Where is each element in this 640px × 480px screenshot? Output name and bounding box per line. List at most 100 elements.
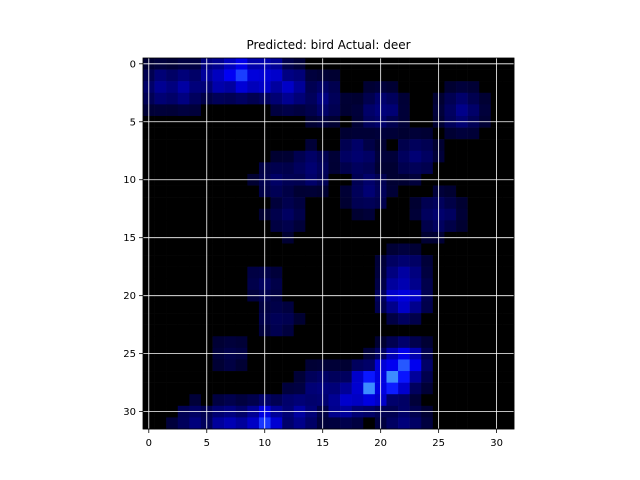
heatmap-cell — [247, 104, 260, 117]
heatmap-cell — [235, 69, 248, 82]
heatmap-cell — [235, 394, 248, 407]
heatmap-cell — [293, 255, 306, 267]
heatmap-cell — [444, 69, 457, 82]
heatmap-cell — [177, 278, 190, 291]
heatmap-cell — [293, 394, 306, 407]
heatmap-cell — [363, 382, 376, 395]
heatmap-cell — [398, 162, 410, 175]
heatmap-cell — [351, 278, 364, 291]
heatmap-cell — [189, 185, 202, 198]
heatmap-cell — [351, 359, 364, 372]
heatmap-cell — [166, 243, 179, 256]
heatmap-cell — [189, 81, 202, 94]
heatmap-cell — [363, 301, 376, 314]
heatmap-cell — [386, 382, 399, 395]
chart-title: Predicted: bird Actual: deer — [246, 38, 410, 52]
heatmap-cell — [293, 208, 306, 221]
heatmap-cell — [270, 162, 283, 175]
heatmap-cell — [502, 69, 515, 82]
heatmap-cell — [340, 336, 352, 349]
heatmap-cell — [328, 394, 341, 407]
heatmap-cell — [409, 69, 422, 82]
heatmap-cell — [351, 208, 364, 221]
heatmap-cell — [363, 104, 376, 117]
heatmap-cell — [479, 371, 492, 383]
heatmap-cell — [421, 69, 434, 82]
heatmap-cell — [177, 255, 190, 267]
heatmap-cell — [270, 371, 283, 383]
heatmap-cell — [351, 69, 364, 82]
heatmap-cell — [282, 197, 295, 210]
heatmap-cell — [247, 359, 260, 372]
heatmap-cell — [282, 185, 295, 198]
heatmap-cell — [351, 220, 364, 233]
heatmap-cell — [189, 382, 202, 395]
heatmap-cell — [189, 150, 202, 163]
heatmap-cell — [444, 104, 457, 117]
heatmap-cell — [386, 127, 399, 140]
heatmap-cell — [224, 104, 237, 117]
heatmap-cell — [398, 92, 410, 105]
heatmap-cell — [467, 359, 480, 372]
heatmap-cell — [189, 359, 202, 372]
heatmap-cell — [444, 371, 457, 383]
heatmap-cell — [166, 127, 179, 140]
heatmap-cell — [305, 417, 318, 430]
heatmap-cell — [247, 371, 260, 383]
heatmap-cell — [409, 197, 422, 210]
heatmap-cell — [467, 162, 480, 175]
heatmap-cell — [363, 313, 376, 325]
heatmap-cell — [166, 255, 179, 267]
heatmap-cell — [363, 208, 376, 221]
heatmap-cell — [224, 81, 237, 94]
heatmap-cell — [270, 150, 283, 163]
heatmap-cell — [270, 394, 283, 407]
heatmap-cell — [409, 301, 422, 314]
heatmap-cell — [479, 150, 492, 163]
heatmap-cell — [189, 104, 202, 117]
heatmap-cell — [398, 197, 410, 210]
heatmap-cell — [177, 150, 190, 163]
heatmap-cell — [270, 139, 283, 152]
heatmap-cell — [282, 359, 295, 372]
heatmap-cell — [467, 278, 480, 291]
heatmap-cell — [247, 382, 260, 395]
heatmap-cell — [224, 313, 237, 325]
heatmap-cell — [456, 382, 468, 395]
heatmap-cell — [235, 417, 248, 430]
heatmap-cell — [305, 69, 318, 82]
heatmap-cell — [189, 255, 202, 267]
heatmap-cell — [456, 266, 468, 279]
heatmap-cell — [235, 104, 248, 117]
heatmap-cell — [340, 382, 352, 395]
heatmap-cell — [177, 162, 190, 175]
heatmap-cell — [212, 220, 225, 233]
heatmap-cell — [305, 382, 318, 395]
heatmap-cell — [189, 139, 202, 152]
heatmap-cell — [177, 266, 190, 279]
heatmap-cell — [386, 208, 399, 221]
heatmap-cell — [235, 139, 248, 152]
heatmap-cell — [166, 417, 179, 430]
heatmap-cell — [363, 139, 376, 152]
heatmap-cell — [409, 324, 422, 337]
heatmap-cell — [351, 92, 364, 105]
heatmap-cell — [293, 139, 306, 152]
heatmap-cell — [247, 127, 260, 140]
heatmap-cell — [166, 69, 179, 82]
heatmap-cell — [467, 127, 480, 140]
heatmap-cell — [224, 150, 237, 163]
heatmap-cell — [386, 104, 399, 117]
heatmap-cell — [386, 69, 399, 82]
heatmap-cell — [421, 220, 434, 233]
heatmap-cell — [386, 394, 399, 407]
heatmap-cell — [305, 150, 318, 163]
heatmap-cell — [189, 127, 202, 140]
heatmap-cell — [293, 417, 306, 430]
heatmap-cell — [502, 313, 515, 325]
heatmap-cell — [270, 336, 283, 349]
heatmap-cell — [409, 139, 422, 152]
heatmap-cell — [409, 313, 422, 325]
heatmap-cell — [502, 359, 515, 372]
heatmap-cell — [467, 92, 480, 105]
